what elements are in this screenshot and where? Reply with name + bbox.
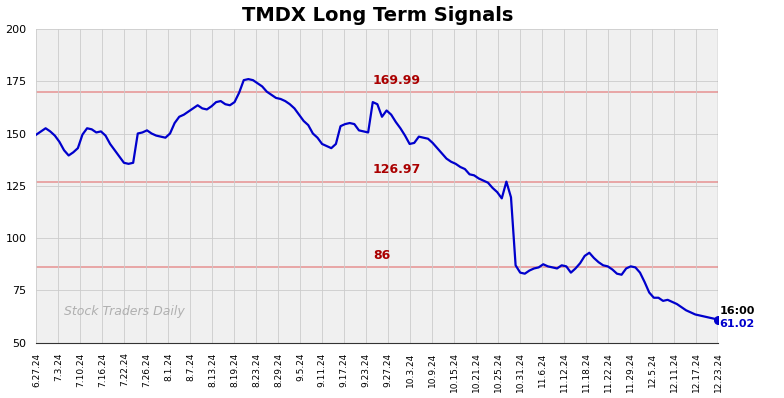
Title: TMDX Long Term Signals: TMDX Long Term Signals: [241, 6, 513, 25]
Text: 126.97: 126.97: [372, 164, 421, 176]
Text: 16:00: 16:00: [720, 306, 755, 316]
Text: Stock Traders Daily: Stock Traders Daily: [64, 305, 184, 318]
Text: 86: 86: [372, 249, 390, 262]
Text: 61.02: 61.02: [720, 319, 755, 329]
Text: 169.99: 169.99: [372, 74, 421, 88]
